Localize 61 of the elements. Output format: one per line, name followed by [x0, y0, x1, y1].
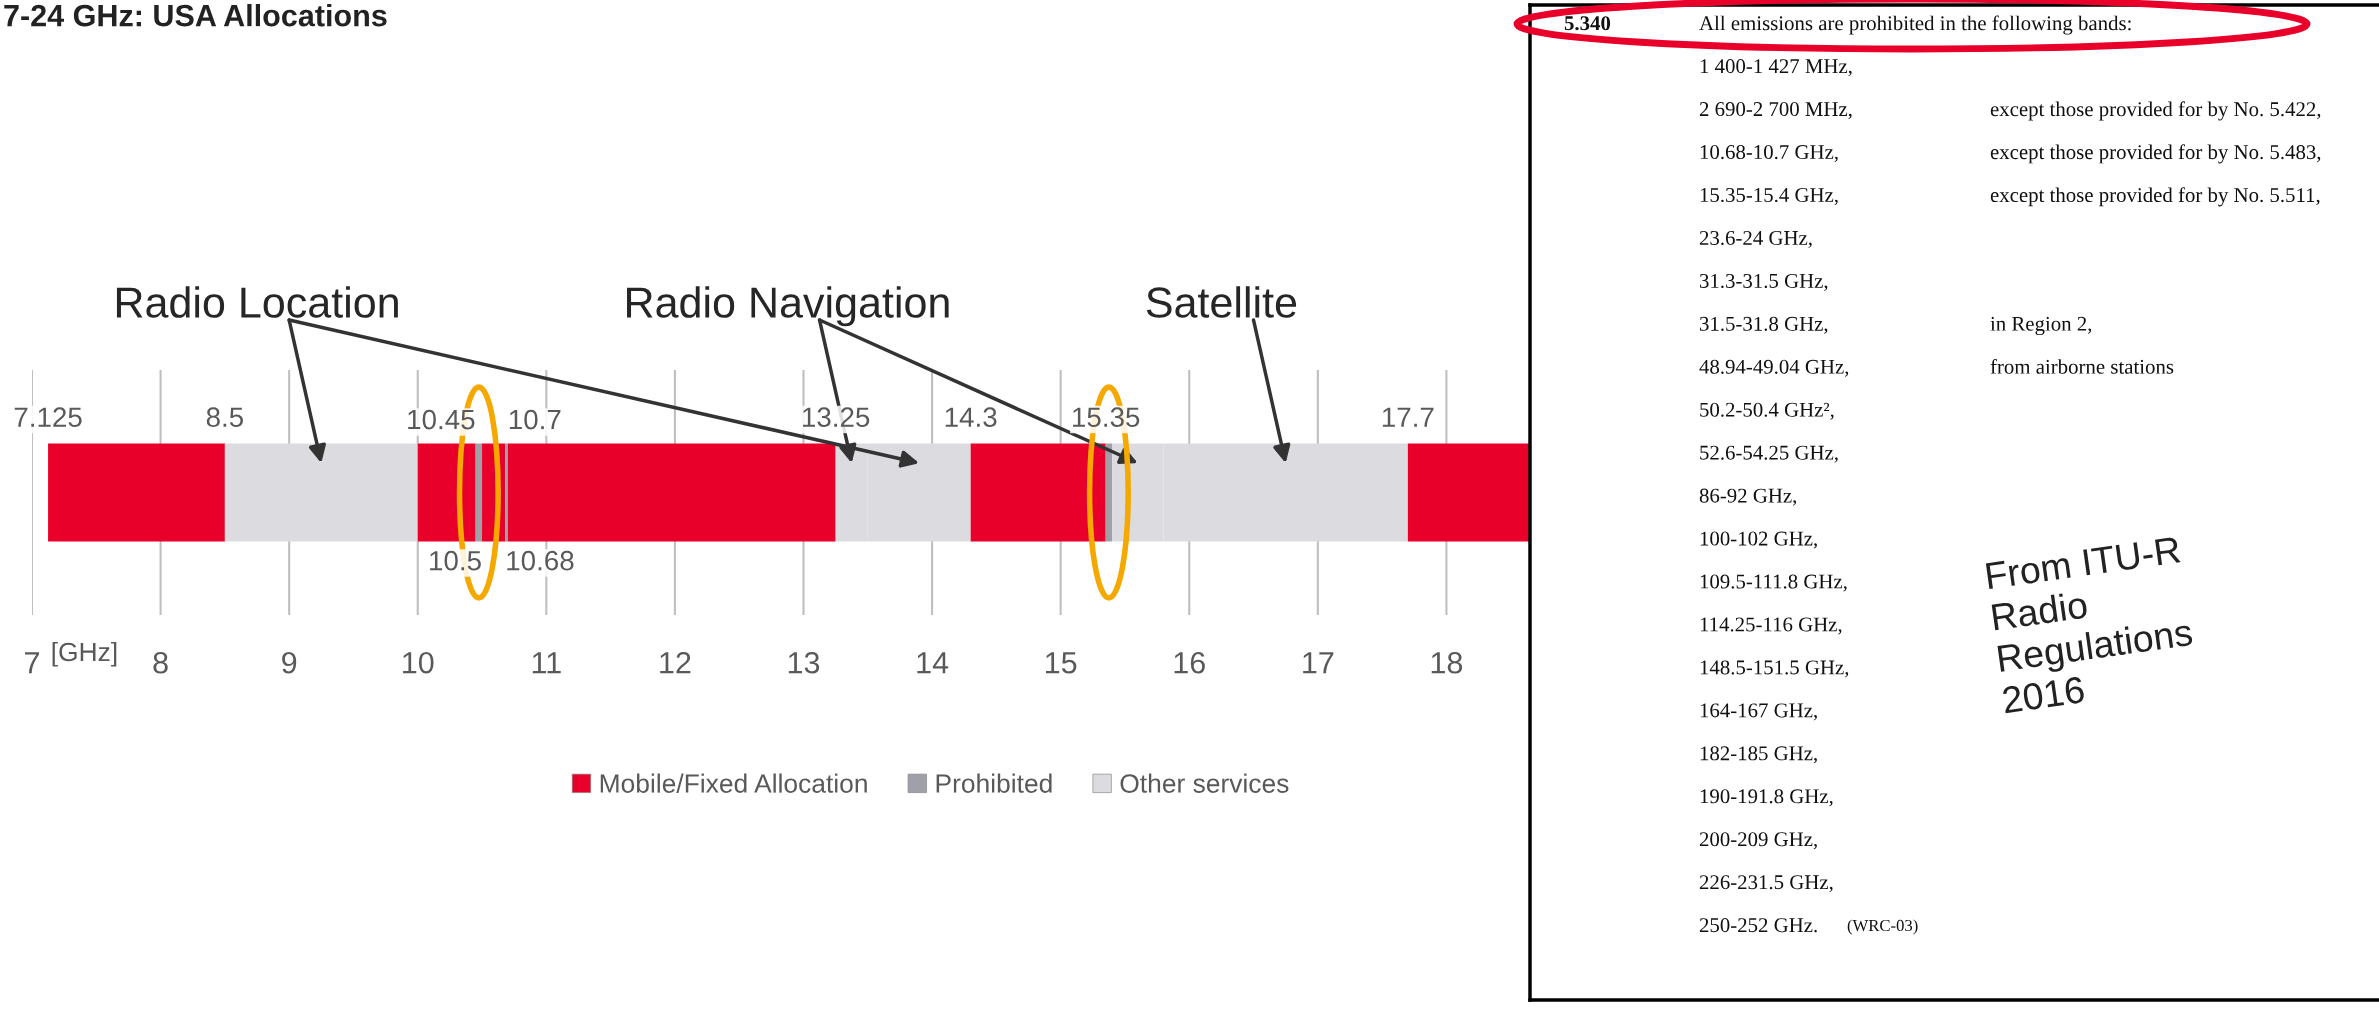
bar	[1407, 443, 1530, 542]
x-tick-label: 18	[1431, 651, 1463, 674]
text: 48.94-49.04 GHz, from airborne stations	[1699, 358, 2174, 377]
text: 200-209 GHz,	[1699, 832, 1817, 850]
bar	[1105, 443, 1113, 542]
x2-tick-label: 7.125	[14, 407, 82, 428]
text: 15.35-15.4 GHz, except those provided for by No. 5.511,	[1700, 187, 2320, 207]
text: 31.3-31.5 GHz,	[1700, 273, 1828, 291]
x-tick-label: 9	[282, 651, 297, 674]
x-tick-label: 13	[788, 651, 820, 674]
annotation: 10.7	[509, 409, 561, 430]
legend-label: Mobile/Fixed Allocation	[600, 773, 867, 793]
text: Radio Location	[116, 286, 398, 318]
text: 109.5-111.8 GHz,	[1700, 574, 1847, 592]
text: Satellite	[1146, 286, 1297, 318]
text: 10.68-10.7 GHz, except those provided for by No. 5.483,	[1700, 144, 2321, 164]
x2-tick-label: 17.7	[1382, 407, 1434, 427]
legend-label: Other services	[1120, 773, 1289, 793]
x-axis-title: [GHz]	[52, 641, 117, 667]
x-tick-label: 7	[25, 652, 39, 674]
chart-title: 7-24 GHz: USA Allocations	[4, 4, 387, 27]
text: 23.6-24 GHz,	[1699, 230, 1812, 248]
text: 114.25-116 GHz,	[1700, 617, 1842, 635]
text: From ITU-R Radio Regulations 2016	[1985, 536, 2194, 714]
text: 182-185 GHz,	[1700, 746, 1817, 764]
text: 52.6-54.25 GHz,	[1700, 445, 1838, 463]
bar	[507, 443, 836, 542]
annotation: 10.45	[408, 409, 475, 430]
x-tick-label: 12	[660, 651, 691, 674]
x-tick-label: 11	[532, 652, 561, 674]
text: 250-252 GHz. (WRC-03)	[1699, 918, 1918, 935]
text: 226-231.5 GHz,	[1699, 875, 1833, 893]
x-tick-label: 16	[1174, 651, 1205, 674]
x2-tick-label: 14.3	[945, 407, 997, 428]
text: 5.340	[1564, 16, 1611, 31]
annotation: 10.68	[507, 550, 574, 571]
bar	[224, 443, 418, 542]
x2-tick-label: 8.5	[206, 407, 244, 428]
annotation: 10.5	[430, 550, 481, 571]
x-tick-label: 15	[1046, 652, 1077, 674]
text: 2 690-2 700 MHz, except those provided for by No. 5.422,	[1699, 101, 2321, 121]
bar	[505, 443, 508, 542]
bar	[475, 443, 483, 542]
legend-label: Prohibited	[936, 773, 1052, 793]
text: 86-92 GHz,	[1699, 488, 1797, 506]
text: 100-102 GHz,	[1700, 531, 1817, 549]
text: 190-191.8 GHz,	[1700, 789, 1833, 807]
text: 1 400-1 427 MHz,	[1700, 59, 1852, 77]
text: 148.5-151.5 GHz,	[1700, 660, 1849, 678]
x-tick-label: 8	[153, 651, 168, 674]
x2-tick-label: 13.25	[803, 407, 870, 428]
text: 31.5-31.8 GHz, in Region 2,	[1700, 316, 2092, 336]
x-tick-label: 17	[1303, 652, 1334, 674]
text: Radio Navigation	[627, 286, 949, 327]
x-tick-label: 10	[403, 651, 434, 674]
x-tick-label: 14	[917, 652, 949, 674]
x2-tick-label: 15.35	[1073, 407, 1140, 428]
text: All emissions are prohibited in the following bands:	[1699, 15, 2131, 35]
text: 164-167 GHz,	[1700, 703, 1817, 721]
bar	[48, 443, 225, 542]
text: 50.2-50.4 GHz²,	[1700, 402, 1834, 420]
